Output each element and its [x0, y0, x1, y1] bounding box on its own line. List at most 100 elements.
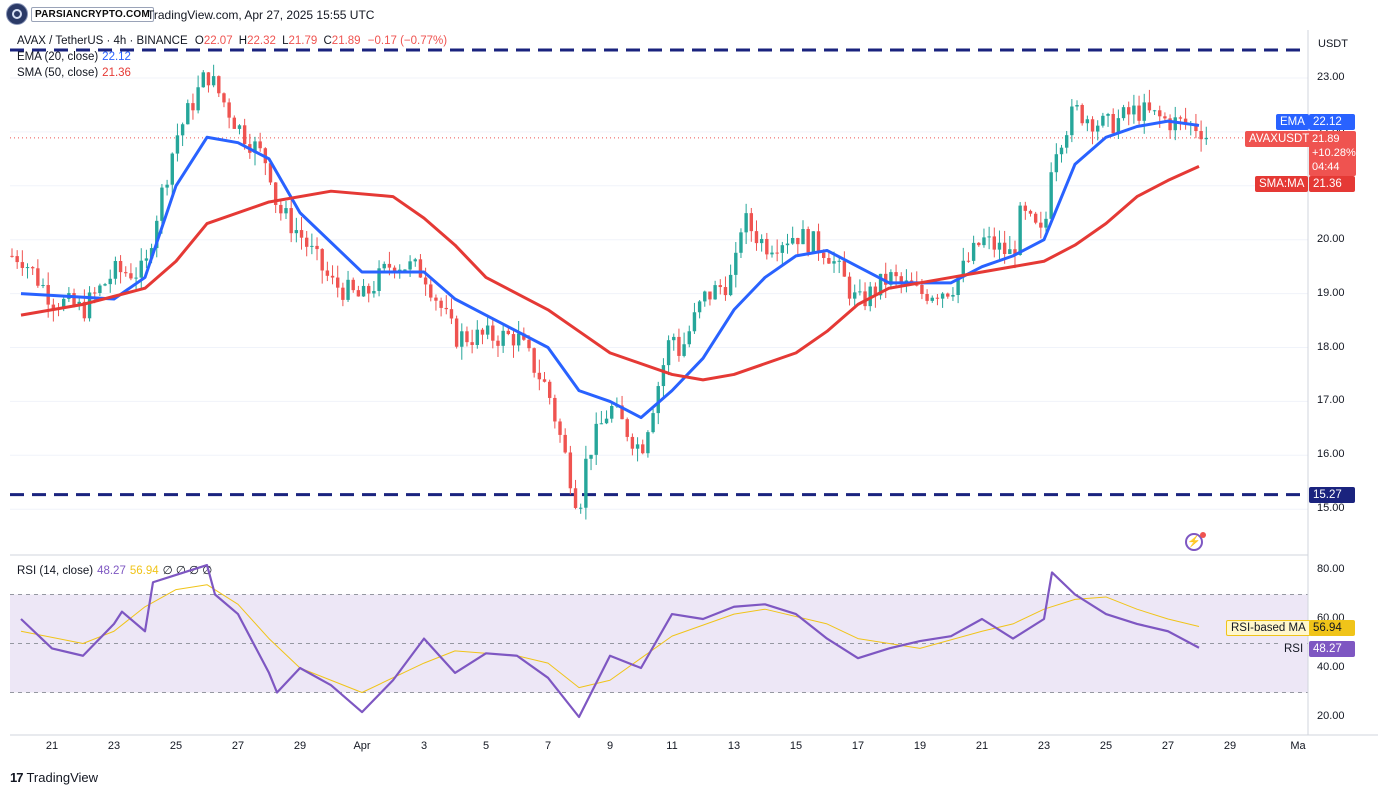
symbol-price-tag: 21.89 +10.28% 04:44	[1309, 131, 1356, 176]
published-line: TradingView.com, Apr 27, 2025 15:55 UTC	[147, 8, 375, 22]
candle-body	[496, 340, 500, 346]
candle-body	[237, 125, 242, 129]
candle-body	[1106, 113, 1110, 116]
ema-legend-value: 22.12	[102, 51, 131, 63]
candle-body	[387, 263, 392, 268]
candle-body	[1059, 147, 1064, 155]
candle-body	[382, 263, 386, 269]
candle-body	[1028, 210, 1033, 214]
candle-body	[134, 277, 138, 279]
candle-body	[418, 259, 423, 278]
candle-body	[1183, 118, 1188, 125]
candle-body	[72, 293, 76, 306]
candle-body	[191, 103, 195, 111]
candle-body	[506, 330, 511, 335]
footer: 17 TradingView	[10, 770, 98, 785]
time-tick-label: 25	[1099, 740, 1113, 752]
candle-body	[315, 245, 319, 250]
currency-label[interactable]: USDT	[1318, 38, 1348, 50]
candle-body	[682, 344, 686, 356]
candle-body	[728, 274, 733, 296]
change-value: −0.17 (−0.77%)	[367, 35, 448, 47]
candle-body	[160, 187, 164, 221]
rsi-legend-label[interactable]: RSI (14, close)	[17, 565, 94, 577]
candle-body	[304, 237, 309, 247]
footer-brand-name: TradingView	[26, 770, 99, 785]
time-tick-label: 29	[293, 740, 307, 752]
candle-body	[946, 293, 950, 297]
symbol-legend[interactable]: AVAX / TetherUS · 4h · BINANCE O22.07 H2…	[17, 35, 447, 47]
candle-body	[1152, 110, 1157, 112]
candle-body	[563, 434, 567, 453]
candle-body	[718, 285, 722, 288]
candle-body	[894, 272, 898, 277]
close-label: C	[323, 35, 332, 47]
candle-body	[785, 243, 790, 246]
bar-countdown: 04:44	[1312, 161, 1340, 173]
sma-legend-value: 21.36	[102, 67, 131, 79]
rsi-ma-line	[20, 584, 1200, 693]
candle-body	[930, 297, 934, 301]
candle-body	[62, 298, 66, 309]
candle-body	[816, 231, 821, 253]
candle-body	[25, 267, 30, 269]
candle-body	[672, 336, 676, 341]
close-value: 21.89	[331, 35, 361, 47]
time-tick-label: 17	[851, 740, 865, 752]
candle-body	[863, 291, 867, 307]
candle-body	[987, 236, 991, 238]
sma-legend[interactable]: SMA (50, close) 21.36	[17, 67, 131, 79]
candle-body	[966, 260, 971, 262]
candle-body	[201, 72, 205, 88]
candle-body	[759, 238, 764, 244]
candle-body	[511, 334, 516, 346]
candle-body	[211, 76, 216, 86]
candle-body	[330, 275, 335, 278]
candle-body	[971, 242, 976, 261]
candle-body	[641, 444, 645, 454]
symbol-title[interactable]: AVAX / TetherUS · 4h · BINANCE	[17, 35, 188, 47]
notification-dot-icon	[1200, 532, 1206, 538]
high-label: H	[238, 35, 248, 47]
brand-logo-icon	[6, 3, 28, 25]
candle-body	[734, 252, 738, 275]
candle-body	[423, 277, 428, 285]
lightning-icon[interactable]: ⚡	[1185, 533, 1203, 551]
sma-legend-label[interactable]: SMA (50, close)	[17, 67, 99, 79]
candle-body	[429, 284, 433, 298]
candle-body	[310, 245, 314, 247]
candle-body	[98, 285, 102, 294]
candle-body	[351, 279, 355, 291]
candle-body	[951, 295, 955, 297]
low-value: 21.79	[288, 35, 318, 47]
sma-axis-name-tag: SMA:MA	[1255, 176, 1309, 192]
candle-body	[1018, 205, 1022, 256]
time-tick-label: 3	[420, 740, 428, 752]
candle-body	[1137, 105, 1141, 121]
candle-body	[454, 318, 459, 347]
candle-body	[915, 284, 919, 286]
candle-body	[408, 261, 412, 270]
candle-body	[1168, 118, 1172, 131]
candle-body	[646, 432, 650, 454]
candle-body	[739, 232, 743, 253]
ema-legend-label[interactable]: EMA (20, close)	[17, 51, 99, 63]
rsi-ma-axis-value-tag: 56.94	[1309, 620, 1355, 636]
candle-body	[320, 249, 324, 271]
candle-body	[651, 413, 655, 433]
candle-body	[558, 421, 562, 435]
candle-body	[687, 331, 691, 345]
price-tick-label: 19.00	[1317, 286, 1345, 299]
ema-legend[interactable]: EMA (20, close) 22.12	[17, 51, 131, 63]
rsi-legend-value: 48.27	[97, 565, 126, 577]
candle-body	[15, 256, 19, 263]
rsi-axis-name-tag: RSI	[1280, 641, 1308, 657]
candle-body	[697, 301, 702, 313]
candle-body	[186, 103, 190, 125]
candle-body	[982, 237, 986, 246]
candle-body	[444, 307, 448, 310]
candle-body	[677, 336, 681, 356]
candle-body	[242, 125, 247, 145]
candle-body	[579, 507, 583, 509]
